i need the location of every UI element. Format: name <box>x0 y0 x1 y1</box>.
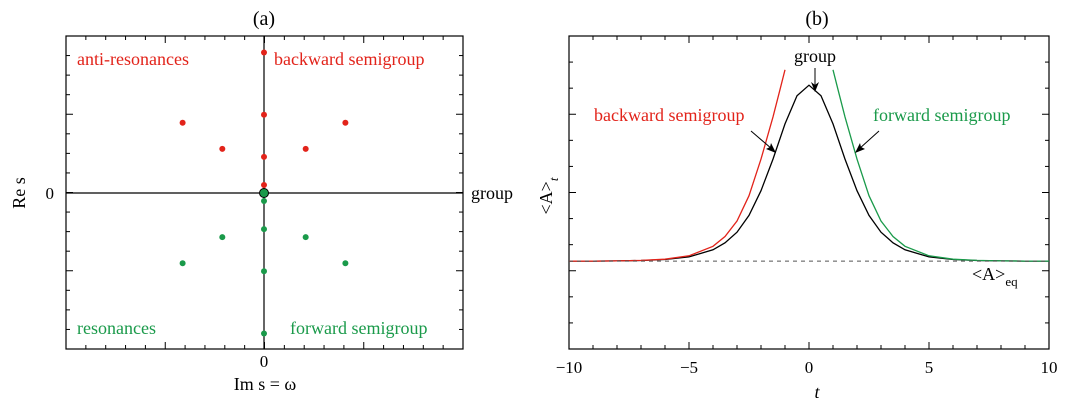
anti-resonance-point <box>261 111 267 118</box>
panel-b-xlabel: t <box>814 382 820 402</box>
resonance-point <box>179 260 186 267</box>
panel-a-ytick-zero: 0 <box>46 184 55 203</box>
panel-b-label: (b) <box>805 8 828 30</box>
panel-a-points <box>179 49 349 337</box>
anti-resonance-point <box>261 153 267 160</box>
group-point <box>259 188 269 198</box>
backward-semigroup-label-b: backward semigroup <box>594 105 744 125</box>
panel-b-tick-labels: −10 −5 0 5 10 <box>556 358 1058 377</box>
resonance-point <box>261 268 267 275</box>
panel-a-xlabel: Im s = ω <box>234 374 297 394</box>
panel-b-ylabel-sub: t <box>546 177 561 181</box>
resonance-point <box>261 226 267 233</box>
anti-resonances-label: anti-resonances <box>77 49 189 69</box>
forward-semigroup-label-a: forward semigroup <box>290 318 427 338</box>
anti-resonance-point <box>219 145 226 152</box>
resonance-point <box>261 198 267 205</box>
equilibrium-label-sub: eq <box>1005 274 1018 289</box>
panel-b-frame <box>568 35 1050 350</box>
panel-b-xtick-label: 10 <box>1041 358 1058 377</box>
equilibrium-label-main: <A> <box>972 264 1005 284</box>
panel-b-ticks <box>568 36 1050 349</box>
anti-resonance-point <box>179 119 186 126</box>
panel-b-xtick-label: 5 <box>925 358 934 377</box>
anti-resonance-point <box>261 49 267 56</box>
panel-a-ticks <box>66 36 463 349</box>
equilibrium-label: <A>eq <box>972 264 1018 289</box>
anti-resonance-point <box>302 145 309 152</box>
backward-arrow-line <box>750 130 773 150</box>
panel-b-ylabel-main: <A> <box>536 181 556 214</box>
panel-b: (b) group backward semigroup forward sem… <box>536 8 1058 402</box>
group-arrow-head <box>811 82 819 92</box>
forward-arrow-head <box>855 143 865 153</box>
group-label-b: group <box>794 46 836 66</box>
anti-resonance-point <box>342 119 349 126</box>
resonance-point <box>261 330 267 337</box>
backward-semigroup-curve <box>569 69 786 262</box>
anti-resonance-point <box>261 181 267 188</box>
forward-arrow-line <box>858 130 880 150</box>
panel-a: (a) anti-resonances backward semigroup r… <box>9 8 513 394</box>
backward-semigroup-label-a: backward semigroup <box>274 49 424 69</box>
panel-a-xtick-zero: 0 <box>260 352 269 371</box>
resonances-label: resonances <box>77 318 156 338</box>
backward-arrow-head <box>766 143 776 153</box>
group-curve <box>569 84 1049 262</box>
panel-b-xtick-label: −10 <box>556 358 583 377</box>
resonance-point <box>302 234 309 241</box>
panel-b-xtick-label: −5 <box>680 358 698 377</box>
resonance-point <box>342 260 349 267</box>
panel-b-curves <box>569 69 1049 262</box>
forward-semigroup-label-b: forward semigroup <box>873 105 1010 125</box>
resonance-point <box>219 234 226 241</box>
panel-b-xtick-label: 0 <box>805 358 814 377</box>
forward-semigroup-curve <box>832 69 1049 262</box>
panel-a-label: (a) <box>253 8 275 30</box>
panel-a-ylabel: Re s <box>9 177 29 209</box>
panel-b-ylabel: <A>t <box>536 177 561 214</box>
group-label-a: group <box>471 183 513 203</box>
